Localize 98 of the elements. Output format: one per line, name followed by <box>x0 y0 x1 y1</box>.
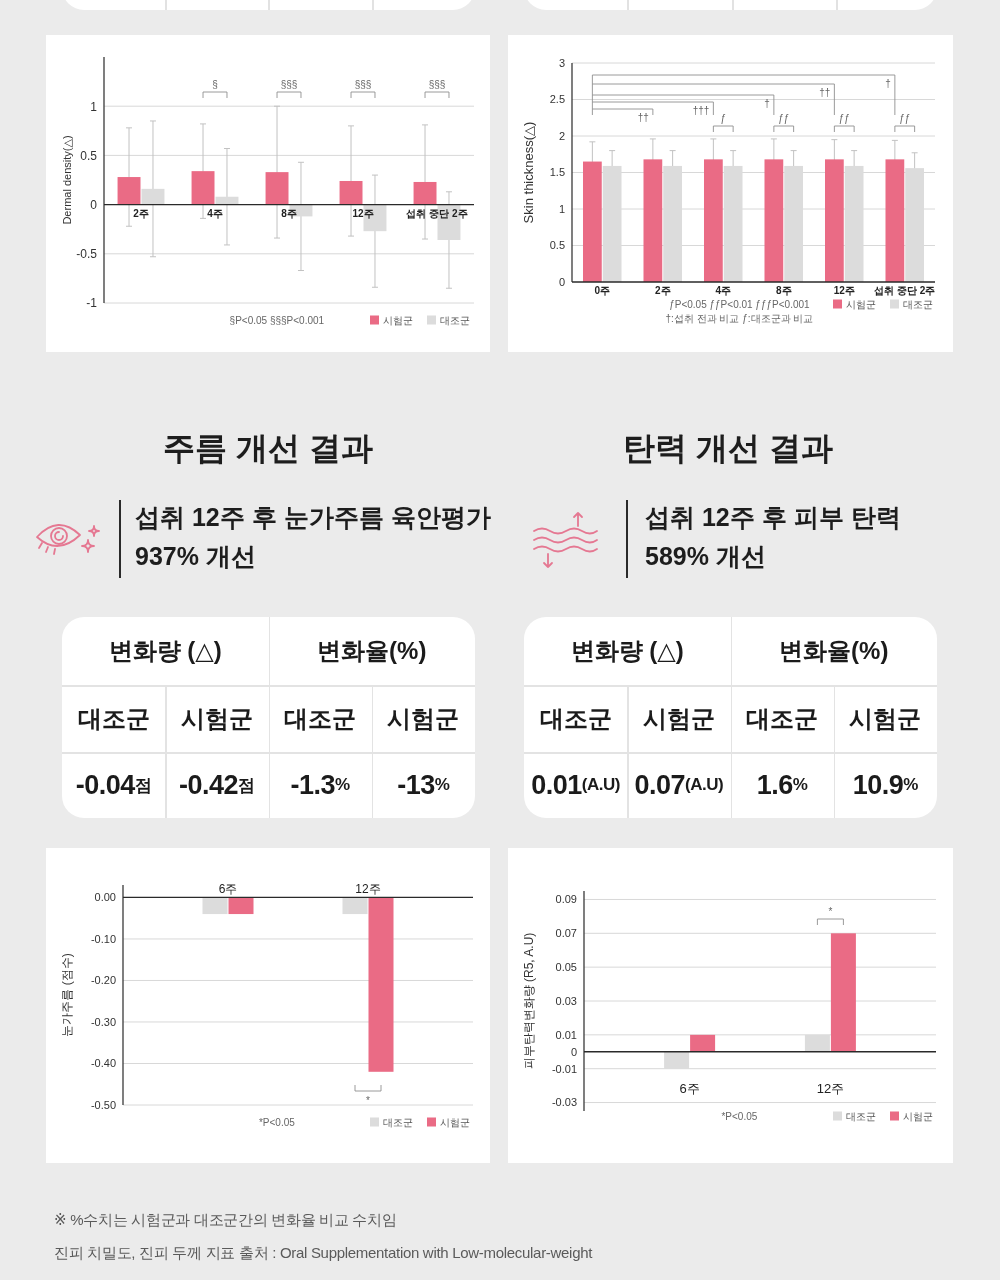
y-tick-label: 0.5 <box>549 239 565 252</box>
y-tick-label: 2.5 <box>549 93 565 106</box>
text: 시험군 <box>179 703 254 734</box>
x-tick-label: 8주 <box>281 207 297 219</box>
annotation: * <box>828 906 833 917</box>
annotation: *P<0.05 <box>721 1111 758 1122</box>
text: 0.01(A.U) <box>531 769 620 801</box>
text: ※ %수치는 시험군과 대조군간의 변화율 비교 수치임 <box>54 1210 397 1230</box>
text: 섭취 12주 후 눈가주름 육안평가 937% 개선 <box>135 502 492 572</box>
text: 변화율(%) <box>778 636 890 666</box>
legend-label: 시험군 <box>846 299 876 310</box>
y-tick-label: 0.03 <box>555 994 577 1007</box>
text: 시험군 <box>641 703 716 734</box>
text: 변화율(%) <box>316 636 428 666</box>
x-tick-label: 8주 <box>775 285 792 296</box>
text: 대조군 <box>283 703 358 734</box>
y-tick-label: -0.5 <box>76 247 98 262</box>
y-tick-label: 1 <box>558 202 565 215</box>
y-axis-title: Dermal density(△) <box>61 135 73 225</box>
y-tick-label: 0.05 <box>555 961 577 974</box>
x-tick-label: 2주 <box>654 285 671 296</box>
legend-label: 대조군 <box>903 299 933 310</box>
text: 대조군 <box>538 703 613 734</box>
x-tick-label: 4주 <box>715 285 732 296</box>
legend-label: 대조군 <box>440 315 470 326</box>
x-tick-label: 12주 <box>352 207 374 219</box>
y-axis-title: 눈가주름 (점수) <box>60 953 74 1037</box>
text: 10.9% <box>852 769 918 801</box>
legend-label: 시험군 <box>440 1117 470 1128</box>
text: 1.6% <box>756 769 808 801</box>
y-tick-label: -0.01 <box>551 1062 577 1075</box>
text: 탄력 개선 결과 <box>622 429 834 468</box>
x-tick-label: 0주 <box>594 285 611 296</box>
text: 시험군 <box>386 703 461 734</box>
text: §P<0.05 §§§P<0.001 <box>229 315 325 326</box>
y-tick-label: 0 <box>570 1045 577 1058</box>
annotation: § <box>212 79 218 90</box>
annotation: ƒƒ <box>778 113 790 124</box>
annotation: ƒƒ <box>899 113 911 124</box>
y-tick-label: -1 <box>86 296 98 311</box>
y-tick-label: -0.20 <box>90 974 116 987</box>
x-tick-label: 2주 <box>133 207 149 219</box>
annotation: §§§ <box>354 79 372 90</box>
text: 주름 개선 결과 <box>162 429 374 468</box>
y-tick-label: 1 <box>90 99 98 114</box>
annotation: §§§ <box>280 79 298 90</box>
legend-label: 시험군 <box>903 1111 933 1122</box>
legend-label: 대조군 <box>846 1111 876 1122</box>
y-tick-label: -0.40 <box>90 1057 116 1070</box>
text: 변화량 (△) <box>569 636 685 666</box>
text: -1.3% <box>290 769 350 801</box>
y-tick-label: 0.00 <box>94 891 116 904</box>
y-tick-label: 0.5 <box>80 148 98 163</box>
text: 대조군 <box>76 703 151 734</box>
text: 진피 치밀도, 진피 두께 지표 출처 : Oral Supplementation with Low-molecular-weight <box>54 1243 593 1263</box>
y-tick-label: 0 <box>90 197 98 212</box>
legend-label: 대조군 <box>383 1117 413 1128</box>
y-tick-label: -0.30 <box>90 1015 116 1028</box>
x-tick-label: 4주 <box>207 207 223 219</box>
annotation: ††† <box>692 105 710 116</box>
text: 대조군 <box>745 703 820 734</box>
text: 변화량 (△) <box>107 636 223 666</box>
text: 섭취 12주 후 피부 탄력 589% 개선 <box>645 502 902 572</box>
text: 0.07(A.U) <box>634 769 724 801</box>
y-axis-title: 피부탄력변화량 (R5, A.U) <box>522 932 536 1070</box>
text: ƒP<0.05 ƒƒP<0.01 ƒƒƒP<0.001 <box>669 299 811 310</box>
text: -13% <box>397 769 450 801</box>
y-tick-label: 3 <box>558 56 565 69</box>
x-tick-label: 6주 <box>679 1080 700 1096</box>
annotation: ƒ <box>720 113 727 124</box>
text: *P<0.05 <box>258 1117 296 1128</box>
annotation: ƒƒ <box>838 113 850 124</box>
y-tick-label: 0.09 <box>555 893 577 906</box>
x-tick-label: 6주 <box>218 882 238 897</box>
y-tick-label: -0.03 <box>551 1096 577 1109</box>
annotation: † <box>764 98 770 109</box>
y-tick-label: -0.10 <box>90 932 116 945</box>
y-axis-title: Skin thickness(△) <box>521 121 536 224</box>
y-tick-label: 0.07 <box>555 927 577 940</box>
y-tick-label: -0.50 <box>90 1098 116 1111</box>
x-tick-label: 섭취 중단 2주 <box>874 285 936 296</box>
x-tick-label: 섭취 중단 2주 <box>406 207 468 219</box>
text: †:섭취 전과 비교 ƒ:대조군과 비교 <box>665 313 814 324</box>
annotation: §§§ <box>428 79 446 90</box>
text: 시험군 <box>848 703 923 734</box>
legend-label: 시험군 <box>383 315 413 326</box>
y-tick-label: 0 <box>558 275 565 288</box>
x-tick-label: 12주 <box>816 1080 845 1096</box>
annotation: †† <box>819 87 831 98</box>
y-tick-label: 1.5 <box>549 166 565 179</box>
x-tick-label: 12주 <box>355 882 381 897</box>
annotation: * <box>366 1095 371 1106</box>
y-tick-label: 0.01 <box>555 1028 577 1041</box>
text: -0.04점 <box>75 769 152 801</box>
text: -0.42점 <box>179 769 255 801</box>
y-tick-label: 2 <box>558 129 565 142</box>
annotation: † <box>885 78 891 89</box>
x-tick-label: 12주 <box>833 285 855 296</box>
